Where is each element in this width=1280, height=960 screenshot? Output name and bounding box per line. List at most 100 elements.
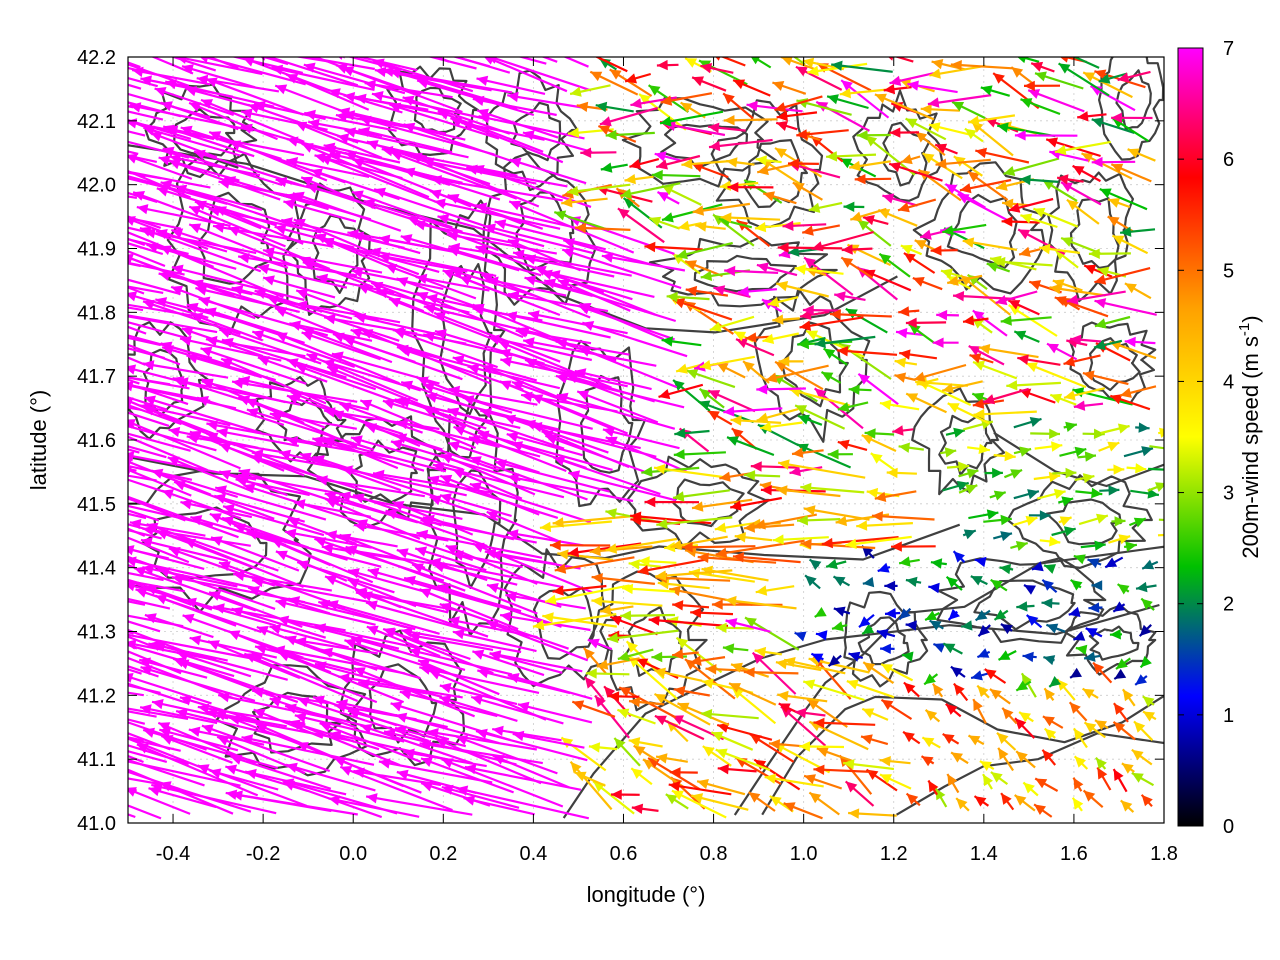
wind-vector-head <box>439 682 452 694</box>
wind-vector <box>128 321 191 341</box>
colorbar-title-main: 200m-wind speed (m s <box>1238 336 1263 559</box>
wind-vector-head <box>344 638 357 649</box>
wind-vector <box>128 154 193 180</box>
wind-vector-head <box>743 361 755 372</box>
wind-vector <box>128 336 161 347</box>
wind-vector-head <box>660 116 672 127</box>
wind-vector-head <box>336 699 349 710</box>
contour-line <box>1115 69 1152 131</box>
wind-vector-head <box>360 399 373 410</box>
wind-vector-head <box>209 513 222 523</box>
wind-vector-head <box>802 57 815 68</box>
wind-vector-head <box>956 480 969 491</box>
wind-vector <box>190 313 264 342</box>
wind-vector <box>133 567 257 612</box>
wind-vector-head <box>1108 485 1120 496</box>
wind-vector-head <box>639 94 651 105</box>
wind-vector-head <box>660 95 673 106</box>
wind-vector-head <box>1026 615 1039 626</box>
wind-vector-head <box>776 110 788 122</box>
wind-vector-head <box>445 545 458 555</box>
contour-line <box>946 193 1018 269</box>
wind-vector <box>524 256 615 278</box>
wind-vector <box>217 693 327 719</box>
contour-line <box>533 586 596 660</box>
wind-vector-head <box>737 286 749 297</box>
wind-vector <box>128 813 136 819</box>
wind-vector-head <box>585 668 597 679</box>
wind-vector-head <box>378 234 391 245</box>
wind-vector-head <box>900 154 913 165</box>
wind-vector <box>300 176 377 210</box>
wind-vector-head <box>83 226 95 236</box>
wind-vector-head <box>846 679 859 690</box>
wind-vector-head <box>1042 579 1054 591</box>
wind-vector-head <box>1108 198 1121 208</box>
wind-vector-head <box>590 71 603 82</box>
wind-vector-head <box>41 134 53 144</box>
wind-vector-head <box>296 289 309 299</box>
wind-vector-head <box>654 151 667 162</box>
wind-vector <box>188 205 286 248</box>
wind-vector-head <box>1061 182 1073 192</box>
wind-vector-head <box>600 604 612 615</box>
y-tick-label: 41.2 <box>77 685 116 707</box>
wind-vector-head <box>487 57 497 64</box>
wind-vector-head <box>37 531 49 541</box>
wind-vector <box>128 528 162 540</box>
wind-vector-head <box>1084 722 1097 733</box>
wind-vector-head <box>1143 711 1155 722</box>
wind-vector-head <box>993 490 1006 501</box>
wind-vector-head <box>182 613 195 624</box>
wind-vector-head <box>32 723 44 733</box>
wind-vector <box>512 732 585 749</box>
wind-vector <box>469 456 588 501</box>
wind-vector-head <box>681 542 693 553</box>
wind-vector <box>312 696 398 727</box>
wind-vector-head <box>542 612 554 623</box>
wind-vector-head <box>128 624 129 627</box>
wind-vector-head <box>390 439 403 450</box>
wind-vector-head <box>73 723 85 733</box>
wind-vector-head <box>789 466 801 477</box>
wind-vector <box>400 380 474 410</box>
y-axis-ticks: 41.041.141.241.341.441.541.641.741.841.9… <box>77 47 1164 835</box>
wind-vector <box>287 517 357 545</box>
wind-vector <box>266 57 359 87</box>
wind-vector-head <box>598 125 611 135</box>
wind-vector <box>396 770 477 794</box>
wind-vector-head <box>45 90 57 100</box>
wind-vector-head <box>617 208 630 219</box>
wind-vector-head <box>861 434 874 445</box>
wind-vector <box>260 57 289 66</box>
x-tick-label: 0.0 <box>339 843 367 865</box>
wind-vector-head <box>748 792 761 803</box>
wind-vector-head <box>1082 370 1095 381</box>
wind-vector-head <box>128 381 134 392</box>
contour-line <box>510 101 562 162</box>
wind-vector-head <box>1135 674 1147 685</box>
wind-vector <box>128 675 212 705</box>
wind-vector <box>171 266 305 302</box>
wind-vector-head <box>797 338 809 350</box>
wind-vector <box>136 743 259 797</box>
wind-vector-head <box>1111 112 1122 124</box>
wind-vector-head <box>826 559 838 570</box>
wind-vector-head <box>808 202 821 213</box>
wind-vector <box>128 770 181 791</box>
wind-vector <box>461 121 545 141</box>
wind-vector-head <box>1063 526 1076 537</box>
wind-vector-head <box>1113 703 1125 715</box>
wind-vector-head <box>160 180 173 191</box>
wind-vector <box>128 656 233 699</box>
wind-vector-head <box>1124 336 1136 348</box>
wind-vector-head <box>253 708 266 719</box>
wind-vector-head <box>171 228 184 239</box>
wind-vector-head <box>769 796 782 807</box>
wind-vector-head <box>390 701 403 712</box>
wind-vector <box>251 689 329 705</box>
wind-vector <box>286 158 370 178</box>
wind-vector-head <box>61 496 73 506</box>
wind-vector <box>162 147 283 187</box>
wind-vector <box>294 714 405 743</box>
